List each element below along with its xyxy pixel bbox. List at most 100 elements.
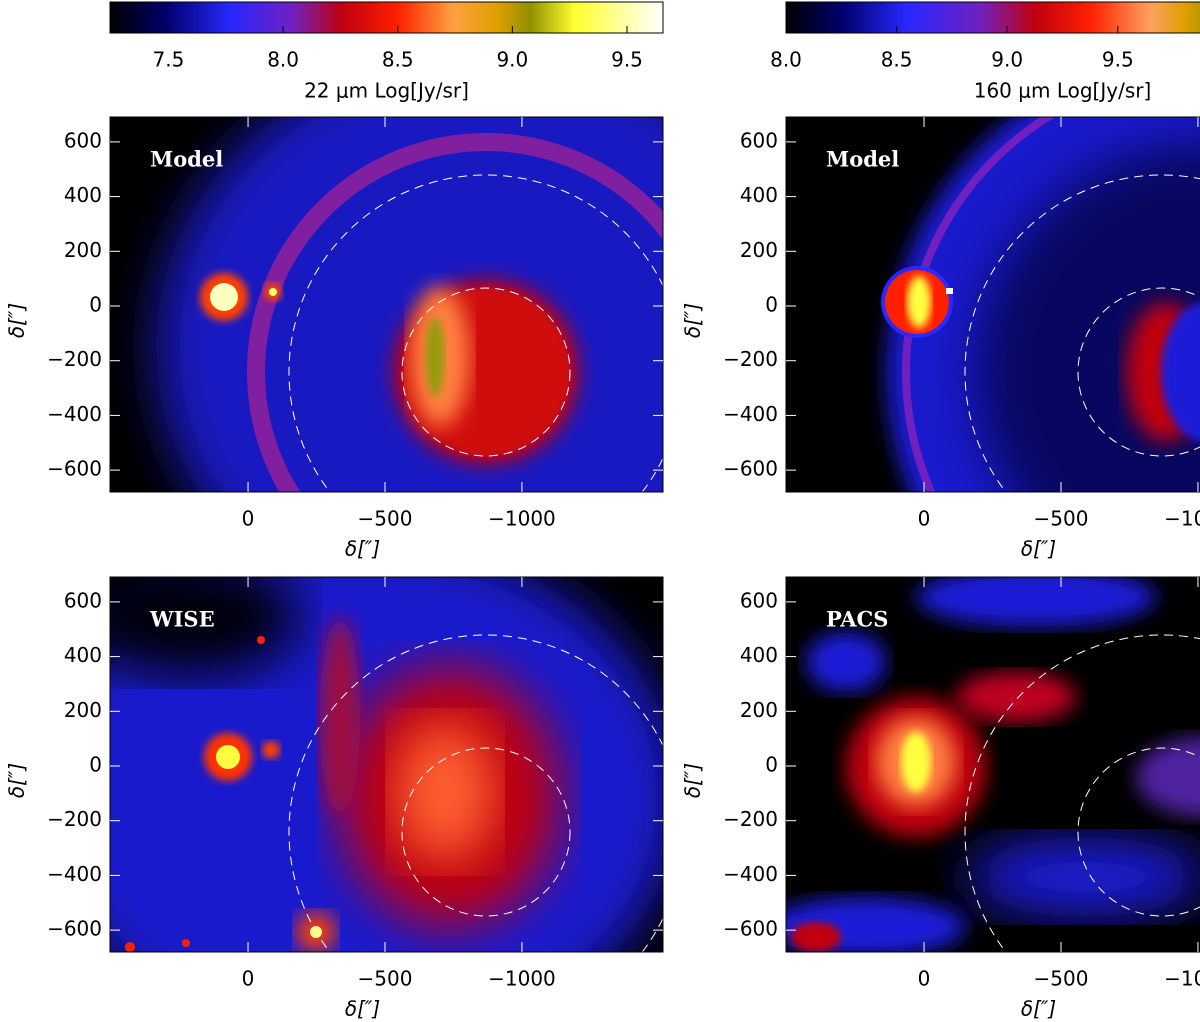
emission <box>791 922 841 952</box>
x-tick-label: −500 <box>1034 507 1089 531</box>
dashed-circle <box>401 287 571 457</box>
y-tick-label: 0 <box>89 753 102 777</box>
dashed-circle <box>964 174 1200 492</box>
emission <box>956 672 1076 722</box>
x-tick-label: −1000 <box>488 507 556 531</box>
emission <box>216 745 240 769</box>
y-tick-label: 400 <box>740 183 778 207</box>
colorbar-label: 22 μm Log[Jy/sr] <box>304 79 469 103</box>
y-tick-label: −400 <box>723 402 778 426</box>
emission <box>916 577 1156 627</box>
panel-image <box>110 117 663 492</box>
x-axis-label: δ[″] <box>1021 997 1056 1021</box>
emission <box>786 897 966 952</box>
y-tick-label: 600 <box>740 588 778 612</box>
y-tick-label: 0 <box>765 753 778 777</box>
colorbar <box>109 1 664 34</box>
emission <box>257 636 265 644</box>
panel-image <box>786 577 1200 952</box>
emission <box>110 577 300 677</box>
colorbar-tick-label: 9.5 <box>1102 48 1134 72</box>
emission <box>125 942 135 952</box>
emission <box>966 837 1200 917</box>
y-tick-label: 600 <box>64 128 102 152</box>
emission <box>395 722 495 862</box>
y-tick-label: 400 <box>64 183 102 207</box>
colorbar-label: 160 μm Log[Jy/sr] <box>974 79 1152 103</box>
emission <box>269 288 277 296</box>
dashed-circle <box>401 747 571 917</box>
y-tick-label: 0 <box>89 293 102 317</box>
emission <box>210 283 238 311</box>
y-tick-label: 200 <box>64 238 102 262</box>
emission <box>806 632 886 692</box>
colorbar-tick-label: 8.0 <box>770 48 802 72</box>
panel-label: Model <box>826 147 899 172</box>
emission <box>902 117 1056 492</box>
colorbar-tick-label: 9.0 <box>991 48 1023 72</box>
y-tick-label: 600 <box>740 128 778 152</box>
colorbar-tick-label: 7.5 <box>153 48 185 72</box>
dashed-circle <box>288 634 663 952</box>
panel-frame <box>785 576 1200 953</box>
colorbar-tick-label: 8.5 <box>881 48 913 72</box>
emission <box>262 741 280 759</box>
y-axis-label: δ[″] <box>681 303 705 338</box>
dashed-circle <box>1077 287 1200 457</box>
panel-label: Model <box>150 147 223 172</box>
dashed-circle <box>1077 747 1200 917</box>
y-tick-label: 200 <box>740 238 778 262</box>
y-tick-label: 200 <box>64 698 102 722</box>
dashed-circle <box>288 174 663 492</box>
colorbar-tick-label: 9.0 <box>496 48 528 72</box>
panel-label: WISE <box>149 607 215 632</box>
y-axis-label: δ[″] <box>681 763 705 798</box>
x-tick-label: 0 <box>918 967 931 991</box>
y-tick-label: −600 <box>47 917 102 941</box>
colorbar-tick-label: 8.5 <box>382 48 414 72</box>
emission <box>425 317 445 397</box>
y-tick-label: −200 <box>47 347 102 371</box>
y-tick-label: −200 <box>723 347 778 371</box>
x-tick-label: −1000 <box>1164 967 1200 991</box>
x-tick-label: −500 <box>1034 967 1089 991</box>
emission <box>907 276 931 328</box>
y-tick-label: −400 <box>47 402 102 426</box>
y-tick-label: −400 <box>47 862 102 886</box>
emission <box>320 617 360 817</box>
x-axis-label: δ[″] <box>345 537 380 561</box>
x-tick-label: −1000 <box>488 967 556 991</box>
panel-frame <box>109 576 664 953</box>
y-axis-label: δ[″] <box>5 763 29 798</box>
y-tick-label: 200 <box>740 698 778 722</box>
y-tick-label: 400 <box>64 643 102 667</box>
x-tick-label: −500 <box>358 507 413 531</box>
emission <box>901 732 931 792</box>
emission <box>247 133 663 492</box>
emission <box>182 939 190 947</box>
panel-frame <box>109 116 664 493</box>
panel-image <box>786 117 1200 492</box>
y-tick-label: −600 <box>723 457 778 481</box>
panel-frame <box>785 116 1200 493</box>
y-tick-label: −200 <box>47 807 102 831</box>
dashed-circle <box>964 634 1200 952</box>
emission <box>1136 737 1200 817</box>
x-tick-label: 0 <box>242 507 255 531</box>
x-axis-label: δ[″] <box>345 997 380 1021</box>
y-axis-label: δ[″] <box>5 303 29 338</box>
colorbar-tick-label: 9.5 <box>611 48 643 72</box>
x-axis-label: δ[″] <box>1021 537 1056 561</box>
x-tick-label: 0 <box>918 507 931 531</box>
y-tick-label: 400 <box>740 643 778 667</box>
y-tick-label: −400 <box>723 862 778 886</box>
y-tick-label: −600 <box>723 917 778 941</box>
colorbar <box>785 1 1200 34</box>
colorbar-tick-label: 8.0 <box>267 48 299 72</box>
y-tick-label: −600 <box>47 457 102 481</box>
emission <box>946 288 953 294</box>
x-tick-label: −500 <box>358 967 413 991</box>
x-tick-label: −1000 <box>1164 507 1200 531</box>
emission <box>1161 302 1200 442</box>
